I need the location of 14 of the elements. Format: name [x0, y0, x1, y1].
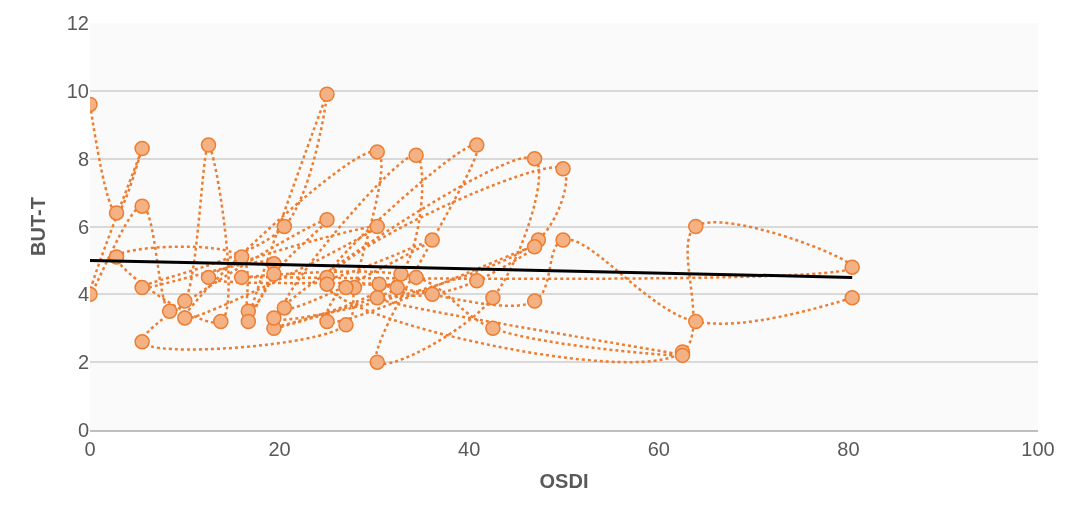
- x-tick-label: 100: [1021, 438, 1055, 460]
- y-tick-label: 8: [77, 147, 89, 170]
- y-tick-label: 0: [77, 419, 89, 441]
- x-tick-label: 40: [458, 438, 481, 460]
- x-tick-label: 60: [647, 438, 670, 460]
- y-tick-label: 2: [77, 351, 89, 374]
- y-tick-label: 4: [77, 283, 89, 306]
- x-tick-label: 80: [837, 438, 860, 460]
- y-tick-label: 10: [66, 79, 89, 102]
- y-tick-label: 6: [77, 215, 89, 238]
- x-tick-label: 20: [268, 438, 291, 460]
- y-tick-label: 12: [66, 12, 89, 34]
- x-axis-title: OSDI: [539, 470, 589, 492]
- y-axis-title: BUT-T: [27, 197, 50, 256]
